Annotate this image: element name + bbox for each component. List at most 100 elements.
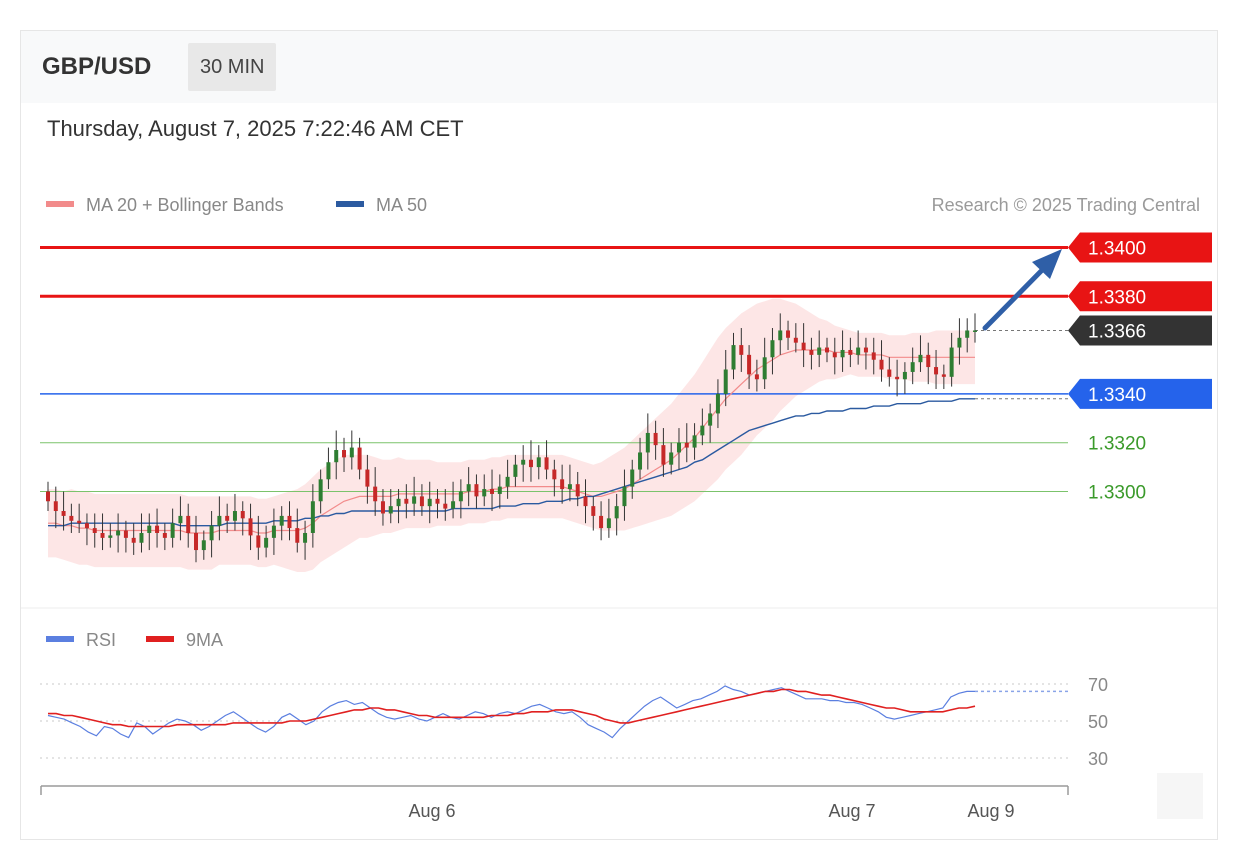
candle bbox=[225, 503, 230, 533]
candle bbox=[155, 508, 160, 548]
ma20-legend-label: MA 20 + Bollinger Bands bbox=[86, 195, 284, 215]
chart-header: GBP/USD 30 MIN bbox=[21, 31, 1217, 103]
candle bbox=[326, 447, 331, 490]
main-plot-area: 1.3400 1.3380 1.3366 1.3340 1.3320 1.3300 bbox=[40, 232, 1212, 572]
candle bbox=[162, 523, 167, 551]
rsi-tick-label: 30 bbox=[1088, 749, 1108, 769]
candle bbox=[552, 459, 557, 497]
candle bbox=[404, 484, 409, 519]
candle bbox=[53, 486, 58, 529]
candle bbox=[754, 359, 759, 392]
rsi-ma9-line bbox=[48, 688, 976, 728]
candle bbox=[279, 506, 284, 541]
candle bbox=[287, 501, 292, 541]
candle bbox=[918, 335, 923, 372]
candle bbox=[217, 496, 222, 541]
candle bbox=[474, 474, 479, 509]
rsi-legend-label: RSI bbox=[86, 630, 116, 650]
candle bbox=[887, 357, 892, 387]
rsi-line bbox=[47, 685, 975, 739]
rsi-tick-label: 50 bbox=[1088, 712, 1108, 732]
candle bbox=[692, 423, 697, 460]
candle bbox=[373, 467, 378, 516]
candle bbox=[575, 471, 580, 507]
price-tag-label: 1.3380 bbox=[1088, 287, 1146, 308]
candle bbox=[490, 469, 495, 512]
candle bbox=[505, 459, 510, 499]
candle bbox=[957, 318, 962, 365]
candle bbox=[84, 513, 89, 546]
candle bbox=[194, 515, 199, 563]
candle bbox=[451, 481, 456, 519]
candle bbox=[622, 469, 627, 521]
copyright-text: Research © 2025 Trading Central bbox=[932, 195, 1200, 215]
chart-datetime: Thursday, August 7, 2025 7:22:46 AM CET bbox=[47, 116, 464, 141]
bollinger-band bbox=[48, 298, 975, 572]
candle bbox=[863, 337, 868, 370]
candle bbox=[334, 430, 339, 480]
candle bbox=[77, 503, 82, 533]
candle bbox=[497, 474, 502, 509]
candle bbox=[264, 525, 269, 558]
candle bbox=[521, 445, 526, 482]
price-tag: 1.3380 bbox=[1068, 281, 1212, 312]
candle bbox=[973, 313, 977, 343]
candle bbox=[848, 337, 853, 368]
candle bbox=[388, 489, 393, 524]
price-tag: 1.3400 bbox=[1068, 232, 1212, 263]
price-tag-label: 1.3400 bbox=[1088, 239, 1146, 260]
time-axis-label: Aug 6 bbox=[408, 801, 455, 821]
trend-arrow bbox=[982, 257, 1055, 331]
candle bbox=[801, 323, 806, 368]
ma50-legend-swatch bbox=[336, 201, 364, 207]
rsi-plot-area: 70 50 30 bbox=[40, 675, 1108, 769]
candle bbox=[871, 337, 876, 375]
candle bbox=[949, 332, 954, 387]
support-level-label: 1.3320 bbox=[1088, 434, 1146, 455]
candle bbox=[427, 481, 432, 524]
candle bbox=[443, 489, 448, 521]
candle bbox=[606, 498, 611, 538]
time-axis-label: Aug 7 bbox=[828, 801, 875, 821]
candle bbox=[482, 474, 487, 507]
candle bbox=[123, 520, 128, 553]
candle bbox=[653, 420, 658, 460]
support-level-label: 1.3300 bbox=[1088, 483, 1146, 504]
candle bbox=[793, 323, 798, 353]
candle bbox=[240, 501, 245, 536]
candle bbox=[318, 469, 323, 514]
candle bbox=[684, 423, 689, 463]
ma50-legend-label: MA 50 bbox=[376, 195, 427, 215]
candle bbox=[310, 484, 315, 548]
candle bbox=[965, 318, 970, 353]
candle bbox=[295, 508, 300, 553]
candle bbox=[778, 313, 783, 355]
candle bbox=[419, 484, 424, 516]
candle bbox=[583, 479, 588, 524]
candle bbox=[466, 467, 471, 507]
candle bbox=[69, 503, 74, 533]
candle bbox=[941, 364, 946, 390]
candle bbox=[770, 328, 775, 375]
candle bbox=[902, 362, 907, 394]
candle bbox=[910, 347, 915, 385]
candle bbox=[201, 530, 206, 560]
candle bbox=[458, 479, 463, 519]
expand-button[interactable] bbox=[1157, 773, 1203, 819]
price-tag-label: 1.3340 bbox=[1088, 385, 1146, 406]
candle bbox=[832, 337, 837, 375]
price-tag-label: 1.3366 bbox=[1088, 321, 1146, 342]
candle bbox=[528, 440, 533, 482]
candle bbox=[708, 403, 713, 443]
candle bbox=[567, 464, 572, 502]
candle bbox=[513, 454, 518, 487]
candle bbox=[116, 513, 121, 553]
candle bbox=[186, 503, 191, 548]
candle bbox=[61, 491, 66, 531]
timeframe-button[interactable]: 30 MIN bbox=[188, 43, 277, 91]
candle bbox=[809, 337, 814, 370]
trend-arrow-head bbox=[1032, 249, 1062, 279]
rsi-legend-swatch bbox=[46, 636, 74, 642]
candle bbox=[536, 445, 541, 480]
candle bbox=[349, 430, 354, 470]
